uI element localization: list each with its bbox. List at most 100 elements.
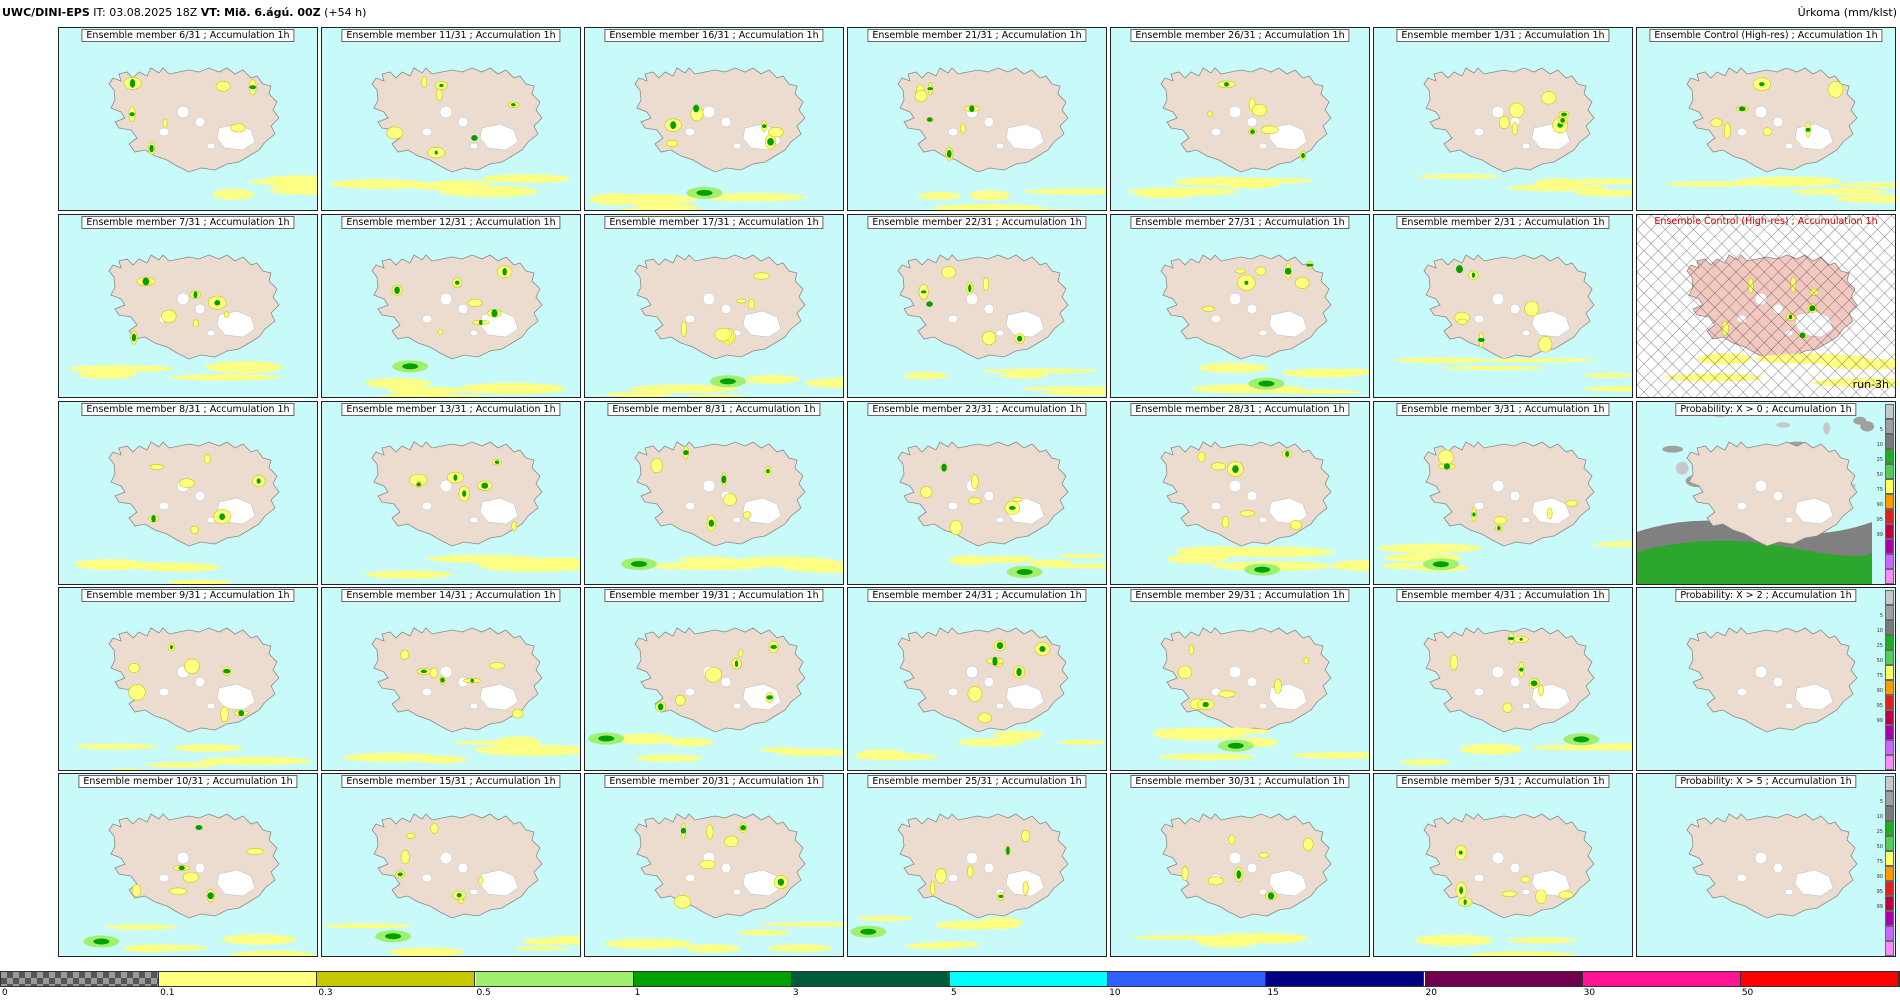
glacier xyxy=(1509,490,1521,502)
glacier xyxy=(684,687,696,697)
precipitation-field xyxy=(83,825,316,956)
vt-label: VT: xyxy=(200,6,221,19)
precipitation-field xyxy=(343,649,580,764)
glacier xyxy=(479,869,519,897)
iceland-land xyxy=(1423,254,1595,360)
glacier xyxy=(1794,683,1834,711)
probability-legend-swatch xyxy=(1885,695,1894,710)
precipitation-field xyxy=(74,642,312,770)
glacier xyxy=(1258,142,1268,150)
precipitation-field xyxy=(920,463,1106,578)
glacier xyxy=(457,303,469,315)
colorbar-tick-label: 5 xyxy=(951,988,957,998)
probability-legend-label: 90 xyxy=(1876,501,1883,508)
glacier xyxy=(158,127,170,137)
panel-title: Ensemble member 27/31 ; Accumulation 1h xyxy=(1130,216,1350,229)
glacier xyxy=(995,702,1005,710)
glacier xyxy=(158,501,170,511)
precipitation-field xyxy=(589,104,806,210)
glacier xyxy=(439,479,453,493)
precipitation-field xyxy=(1131,834,1314,948)
glacier xyxy=(1268,869,1308,897)
glacier xyxy=(1210,501,1222,511)
panel-map xyxy=(604,813,843,953)
glacier xyxy=(421,127,433,137)
glacier xyxy=(720,862,732,874)
glacier xyxy=(1491,851,1505,865)
iceland-land xyxy=(371,813,543,919)
glacier xyxy=(194,676,206,688)
colorbar-tick-label: 3 xyxy=(792,988,799,998)
colorbar-segment xyxy=(1266,972,1425,986)
glacier xyxy=(1521,888,1531,896)
panel-title: Ensemble member 8/31 ; Accumulation 1h xyxy=(607,403,821,416)
panel-title: Ensemble member 24/31 ; Accumulation 1h xyxy=(867,589,1087,602)
glacier xyxy=(742,683,782,711)
glacier xyxy=(469,702,479,710)
glacier xyxy=(206,142,216,150)
colorbar-segment xyxy=(1108,972,1267,986)
probability-legend-label: 5 xyxy=(1879,612,1883,619)
ensemble-panel: Ensemble member 29/31 ; Accumulation 1h xyxy=(1110,587,1370,771)
glacier xyxy=(216,869,256,897)
precipitation-field xyxy=(620,445,843,573)
precipitation-field xyxy=(123,76,317,200)
glacier xyxy=(684,501,696,511)
precipitation-field xyxy=(66,276,283,381)
panel-map xyxy=(74,627,312,770)
panel-map xyxy=(1152,627,1369,761)
glacier xyxy=(732,516,742,524)
iceland-land xyxy=(897,67,1069,173)
panel-map xyxy=(1417,67,1632,197)
glacier xyxy=(702,105,716,119)
probability-legend-label: 75 xyxy=(1876,486,1883,493)
glacier xyxy=(1509,303,1521,315)
glacier xyxy=(421,501,433,511)
probability-legend-label: 50 xyxy=(1876,471,1883,478)
glacier xyxy=(702,292,716,306)
probability-legend-swatch xyxy=(1885,881,1894,896)
colorbar-tick-label: 20 xyxy=(1425,988,1437,998)
colorbar-tick-label: 15 xyxy=(1267,988,1279,998)
colorbar-segment xyxy=(1582,972,1741,986)
probability-panel: Probability: X > 5 ; Accumulation 1h 5 10 2… xyxy=(1636,773,1896,957)
header-title: UWC/DINI-EPS IT: 03.08.2025 18Z VT: Mið.… xyxy=(2,6,366,19)
glacier xyxy=(1521,516,1531,524)
glacier xyxy=(1491,479,1505,493)
ensemble-panel: Ensemble member 19/31 ; Accumulation 1h xyxy=(584,587,844,771)
glacier xyxy=(216,683,256,711)
ensemble-panel: Ensemble Control (High-res) ; Accumulati… xyxy=(1636,27,1896,211)
panel-title: Ensemble member 12/31 ; Accumulation 1h xyxy=(341,216,561,229)
colorbar-segment xyxy=(317,972,476,986)
probability-legend-label: 25 xyxy=(1876,828,1883,835)
probability-legend-swatch xyxy=(1885,740,1894,755)
probability-legend-swatch xyxy=(1885,479,1894,494)
panel-title: Probability: X > 5 ; Accumulation 1h xyxy=(1675,775,1857,788)
panel-title: Ensemble member 3/31 ; Accumulation 1h xyxy=(1396,403,1610,416)
panel-map xyxy=(1686,813,1858,919)
colorbar-tick-label: 1 xyxy=(634,988,641,998)
ensemble-panel: Ensemble member 21/31 ; Accumulation 1h xyxy=(847,27,1107,211)
glacier xyxy=(194,490,206,502)
probability-legend-swatch xyxy=(1885,650,1894,665)
glacier xyxy=(421,873,433,883)
glacier xyxy=(1473,873,1485,883)
panel-map xyxy=(897,254,1106,396)
glacier xyxy=(1258,516,1268,524)
ensemble-panel: Ensemble member 23/31 ; Accumulation 1h xyxy=(847,401,1107,585)
glacier xyxy=(469,329,479,337)
probability-legend-label: 95 xyxy=(1876,888,1883,895)
panel-title: Ensemble member 30/31 ; Accumulation 1h xyxy=(1130,775,1350,788)
precipitation-field xyxy=(1152,644,1369,761)
ensemble-panel: Ensemble Control (High-res) ; Accumulati… xyxy=(1636,214,1896,398)
glacier xyxy=(965,665,979,679)
precipitation-field xyxy=(1192,261,1369,394)
panel-map xyxy=(1686,627,1858,733)
panel-title: Ensemble member 16/31 ; Accumulation 1h xyxy=(604,29,824,42)
probability-legend-swatch xyxy=(1885,821,1894,836)
ensemble-panel: Ensemble member 22/31 ; Accumulation 1h xyxy=(847,214,1107,398)
glacier xyxy=(1258,888,1268,896)
glacier xyxy=(1491,292,1505,306)
panel-map xyxy=(1414,813,1595,956)
ensemble-panel: Ensemble member 8/31 ; Accumulation 1h xyxy=(58,401,318,585)
